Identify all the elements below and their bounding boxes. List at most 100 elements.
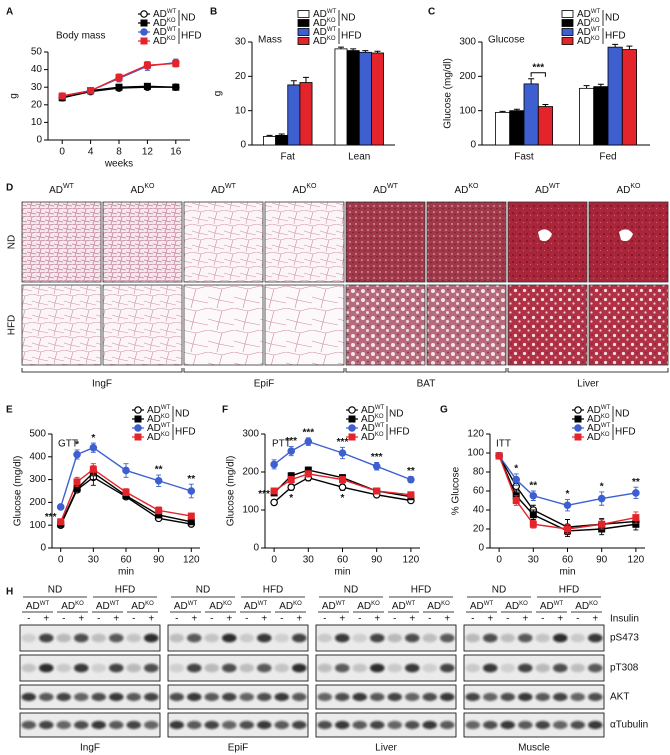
- blot-band: [465, 633, 480, 643]
- blot-band: [144, 720, 159, 730]
- blot-band: [335, 633, 350, 643]
- genotype-label: ADKO: [131, 601, 154, 612]
- x-tick-label: Fat: [281, 152, 296, 163]
- blot-band: [317, 720, 332, 730]
- error-bar: [302, 76, 309, 83]
- tissue-bracket: [183, 368, 345, 373]
- blot-band: [91, 633, 106, 643]
- blot-band: [588, 633, 603, 643]
- column-label-base: AD: [454, 185, 468, 196]
- legend-label-sup: WT: [167, 27, 177, 33]
- insulin-sign: -: [506, 614, 509, 625]
- marker: [632, 514, 640, 522]
- tissue-label: Liver: [577, 379, 599, 390]
- genotype-label-sup: WT: [336, 601, 346, 607]
- insulin-sign: +: [522, 614, 528, 625]
- blot-band: [500, 692, 515, 702]
- y-tick-label: 40: [31, 64, 43, 75]
- blot-band: [405, 663, 420, 673]
- marker: [73, 450, 81, 459]
- annotation: **: [632, 477, 640, 488]
- column-label: ADKO: [130, 183, 155, 195]
- histology-image: [345, 284, 426, 366]
- annotation: *: [600, 482, 604, 493]
- blot-band: [370, 692, 385, 702]
- marker: [339, 476, 346, 484]
- blot-band: [317, 633, 332, 643]
- y-axis-label: Glucose (mg/dl): [443, 58, 454, 129]
- blot-band: [257, 720, 272, 730]
- y-tick-label: 500: [29, 429, 46, 440]
- column-label-sup: WT: [225, 183, 237, 190]
- y-tick-label: 200: [29, 497, 46, 508]
- blot-band: [292, 720, 307, 730]
- column-label-base: AD: [130, 185, 144, 196]
- x-tick-label: Fed: [599, 152, 616, 163]
- marker: [134, 406, 142, 414]
- marker: [373, 487, 381, 495]
- blot-band: [144, 692, 159, 702]
- legend-label-base: AD: [577, 36, 591, 47]
- blot-band: [483, 692, 498, 702]
- y-tick-label: 20: [473, 524, 485, 535]
- x-tick-label: 8: [116, 147, 122, 158]
- marker: [270, 498, 278, 507]
- marker: [172, 83, 180, 91]
- y-tick-label: 10: [235, 105, 247, 116]
- blot-band: [21, 663, 36, 673]
- x-tick-label: 60: [337, 555, 349, 566]
- insulin-sign: -: [280, 614, 283, 625]
- y-tick-label: 0: [40, 543, 46, 554]
- genotype-label-sup: KO: [145, 601, 154, 607]
- histology-image: [21, 284, 102, 366]
- blot-band: [553, 633, 568, 643]
- histology-image: [507, 284, 588, 366]
- genotype-label: ADWT: [540, 601, 564, 612]
- blot-band: [422, 692, 437, 702]
- blot-band: [39, 663, 54, 673]
- blot-band: [109, 633, 124, 643]
- protein-label: AKT: [610, 692, 629, 703]
- marker: [187, 487, 196, 495]
- x-tick-label: 12: [142, 147, 154, 158]
- diet-label: HFD: [411, 585, 432, 596]
- genotype-label-base: AD: [322, 601, 336, 612]
- genotype-label: ADWT: [26, 601, 50, 612]
- bar: [495, 111, 511, 146]
- y-tick-label: 10: [31, 117, 43, 128]
- genotype-label-base: AD: [427, 601, 441, 612]
- marker: [372, 462, 381, 471]
- blot-band: [21, 633, 36, 643]
- vessel: [619, 229, 633, 242]
- blot-band: [292, 692, 307, 702]
- blot-band: [74, 720, 89, 730]
- legend-label-sup: KO: [327, 36, 336, 42]
- legend-label-sup: WT: [591, 27, 601, 33]
- y-tick-label: 60: [473, 486, 485, 497]
- blot-band: [465, 663, 480, 673]
- legend-label: ADKO: [361, 414, 384, 425]
- legend-swatch: [561, 28, 574, 36]
- legend-label-sup: WT: [327, 9, 337, 15]
- insulin-sign: +: [191, 614, 197, 625]
- annotation: **: [529, 481, 537, 492]
- legend-label: ADKO: [587, 432, 610, 443]
- x-tick-label: 30: [88, 555, 100, 566]
- diet-label: HFD: [559, 585, 580, 596]
- genotype-label-sup: WT: [406, 601, 416, 607]
- x-tick-label: Fast: [514, 152, 534, 163]
- marker: [287, 476, 295, 484]
- blot-band: [352, 663, 367, 673]
- legend-group: ND: [181, 13, 195, 24]
- legend-group: ND: [615, 409, 629, 420]
- x-tick-label: 120: [403, 555, 420, 566]
- blot-band: [440, 720, 455, 730]
- protein-label: αTubulin: [610, 720, 648, 731]
- blot-band: [387, 720, 402, 730]
- legend-label-sup: KO: [375, 432, 384, 438]
- legend-swatch: [297, 19, 310, 27]
- y-tick-label: 30: [31, 82, 43, 93]
- blot-band: [518, 633, 533, 643]
- panel-letter: D: [6, 183, 13, 194]
